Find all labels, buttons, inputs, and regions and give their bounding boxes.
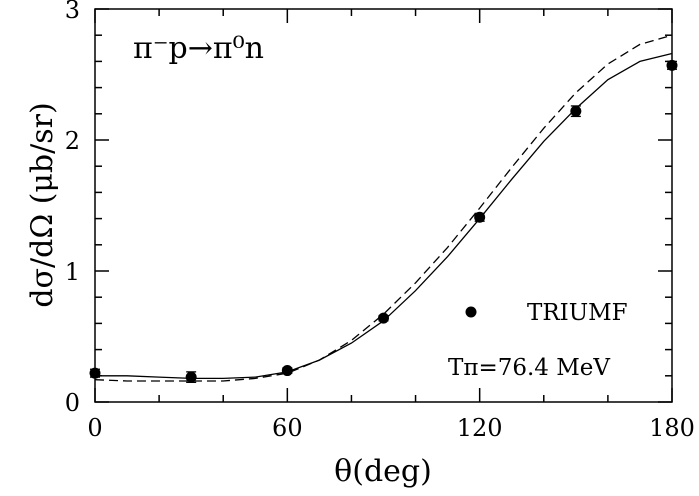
x-tick-label: 120 <box>457 414 503 442</box>
y-tick-label: 3 <box>65 0 80 24</box>
axis-ticks <box>94 8 673 403</box>
legend-marker <box>465 306 477 318</box>
y-tick-label: 2 <box>65 127 80 155</box>
dashed-model-curve <box>94 34 673 382</box>
plot-frame <box>94 8 673 403</box>
legend-label: TRIUMF <box>527 300 628 326</box>
x-tick-label: 0 <box>87 414 102 442</box>
data-point <box>666 59 678 71</box>
tick-labels: 0 60 120 180 0 1 2 3 <box>65 0 695 442</box>
reaction-annotation: π⁻p→π⁰n <box>133 31 264 66</box>
solid-model-curve <box>95 52 673 380</box>
data-point <box>378 312 389 324</box>
y-tick-label: 0 <box>65 389 80 417</box>
y-axis-title: dσ/dΩ (μb/sr) <box>25 102 60 307</box>
x-tick-label: 60 <box>272 414 303 442</box>
x-axis-title: θ(deg) <box>334 454 432 489</box>
data-point <box>281 365 293 377</box>
model-curves <box>94 34 673 382</box>
data-point <box>89 367 101 379</box>
data-point <box>474 211 486 223</box>
data-points <box>89 59 678 384</box>
y-tick-label: 1 <box>65 258 80 286</box>
data-point <box>570 105 582 117</box>
x-tick-label: 180 <box>649 414 695 442</box>
energy-annotation: Tπ=76.4 MeV <box>448 355 610 381</box>
data-point <box>185 371 197 383</box>
